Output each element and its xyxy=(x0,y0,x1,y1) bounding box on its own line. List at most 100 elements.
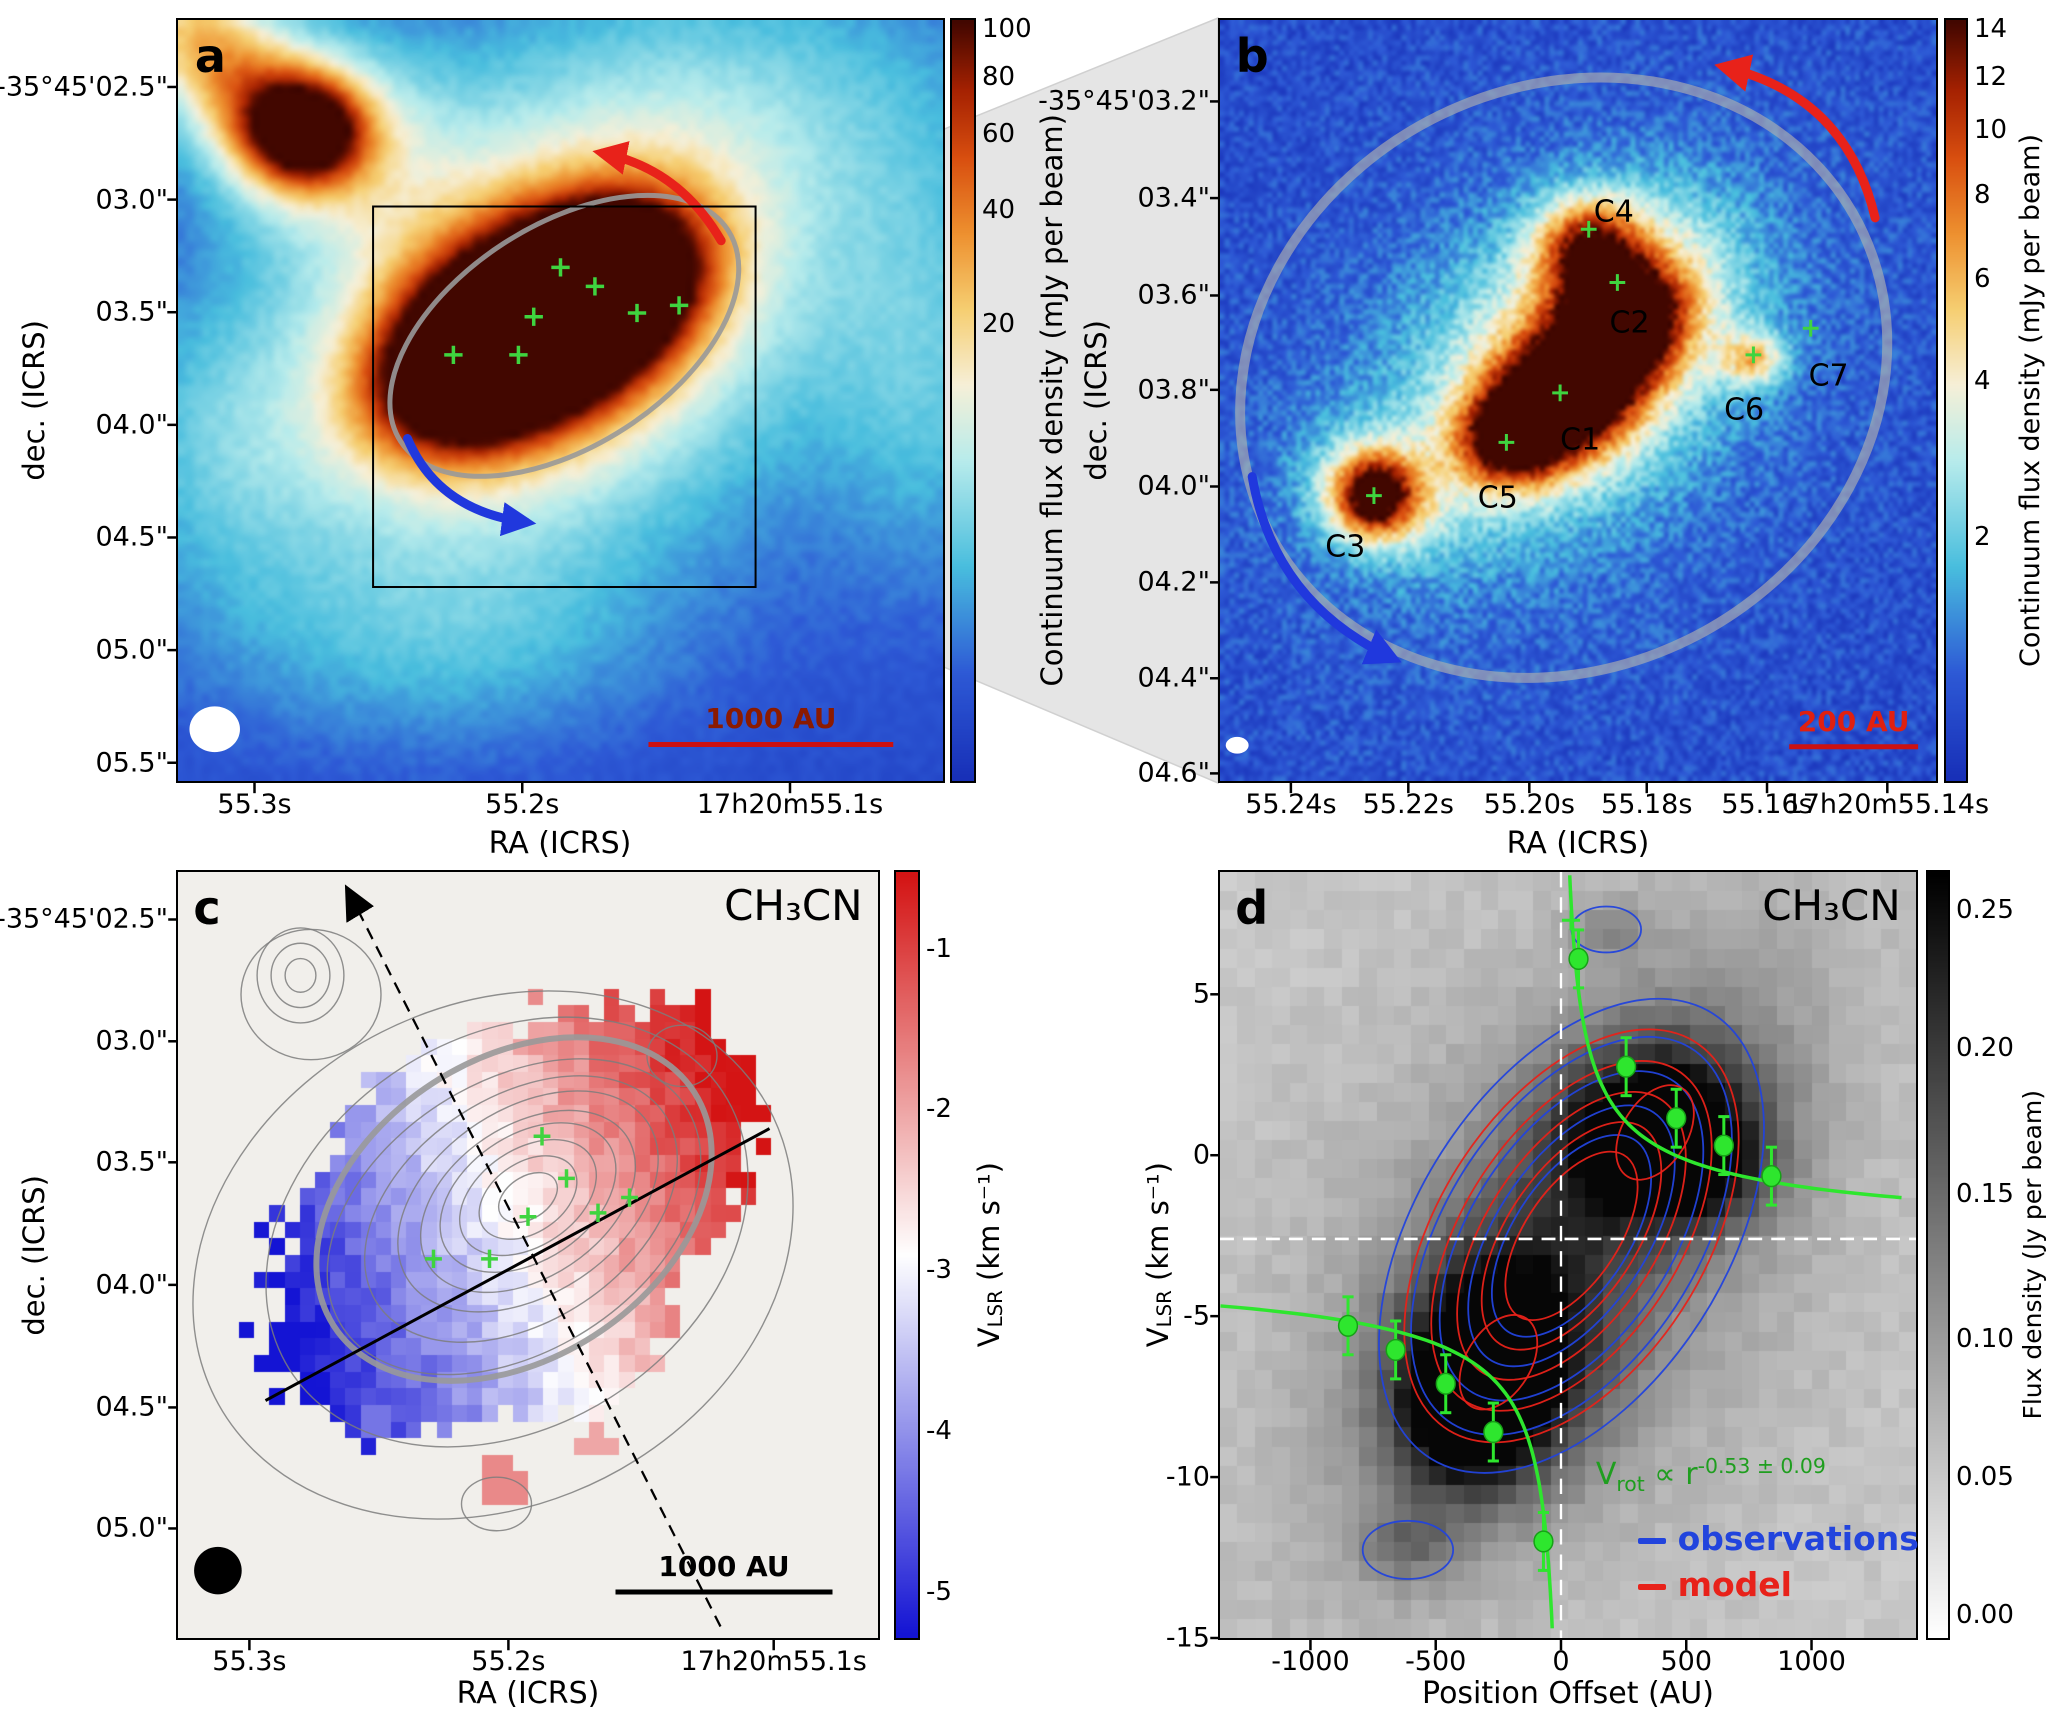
colorbar-d-gradient xyxy=(1928,872,1948,1638)
colorbar-b-gradient xyxy=(1946,20,1966,781)
x-tick-label: -1000 xyxy=(1271,1646,1350,1677)
x-tick-label: -500 xyxy=(1405,1646,1467,1677)
colorbar-d-title-box: Flux density (Jy per beam) xyxy=(2016,870,2048,1640)
colorbar-c-title: VLSR (km s⁻¹) xyxy=(971,1162,1007,1348)
legend-model: model xyxy=(1637,1565,1792,1604)
x-tick-label: 55.2s xyxy=(471,1646,546,1677)
y-tick-label: 03.4" xyxy=(1137,182,1210,214)
colorbar-tick-label: 0.15 xyxy=(1956,1178,2014,1209)
panel-b-plot: b 55.24s 55.22s 55.20s 55.18s 55.16s 17h20m55… xyxy=(1218,18,1938,783)
y-tick-label: 05.5" xyxy=(95,747,168,779)
y-tick-label: -35°45'03.2" xyxy=(1038,85,1210,117)
core-label-C1: C1 xyxy=(1560,422,1601,458)
panel-d-ylabel-box: VLSR (km s⁻¹) xyxy=(1136,870,1180,1640)
y-tick-label: -35°45'02.5" xyxy=(0,903,168,935)
panel-b-ylabel: dec. (ICRS) xyxy=(1079,320,1113,481)
colorbar-tick-label: 8 xyxy=(1974,180,1991,211)
core-label-C4: C4 xyxy=(1593,194,1634,230)
x-tick-label: 55.18s xyxy=(1601,789,1693,820)
core-cross-markers xyxy=(1366,221,1819,504)
beam-ellipse xyxy=(189,706,240,753)
panel-a-overlay xyxy=(178,20,943,781)
rotation-data-point xyxy=(1617,1056,1636,1077)
x-tick-label: 500 xyxy=(1660,1646,1713,1677)
rotation-data-point xyxy=(1386,1340,1405,1361)
x-tick-label: 55.16s xyxy=(1721,789,1813,820)
colorbar-d: 0.25 0.20 0.15 0.10 0.05 0.00 xyxy=(1926,870,2014,1640)
colorbar-a-title: Continuum flux density (mJy per beam) xyxy=(1035,114,1069,687)
y-tick-label: -15 xyxy=(1165,1622,1210,1654)
core-cross-markers xyxy=(425,1127,638,1268)
colorbar-tick-label: 100 xyxy=(982,14,1032,45)
x-tick-label: 55.3s xyxy=(217,789,292,820)
panel-d-plot: d CH₃CN Vrot ∝ r-0.53 ± 0.09 observation… xyxy=(1218,870,1918,1640)
x-tick-label: 55.2s xyxy=(485,789,560,820)
y-tick-label: 03.5" xyxy=(95,296,168,328)
colorbar-c-gradient xyxy=(896,872,918,1638)
panel-d-letter: d xyxy=(1235,881,1269,936)
y-tick-label: 03.6" xyxy=(1137,279,1210,311)
y-tick-label: 03.5" xyxy=(95,1146,168,1178)
colorbar-tick-label: 0.20 xyxy=(1956,1033,2014,1064)
x-tick-label: 17h20m55.14s xyxy=(1785,789,1990,820)
panel-a-xlabel: RA (ICRS) xyxy=(488,826,632,861)
x-tick-label: 0 xyxy=(1552,1646,1570,1677)
rotation-law-annotation: Vrot ∝ r-0.53 ± 0.09 xyxy=(1595,1454,1826,1497)
y-tick-label: 05.0" xyxy=(95,1512,168,1544)
panel-d-molecule-title: CH₃CN xyxy=(1762,881,1901,931)
colorbar-tick-label: 14 xyxy=(1974,14,2008,45)
panel-a-ylabel: dec. (ICRS) xyxy=(17,320,51,481)
panel-b-overlay xyxy=(1220,20,1936,781)
panel-a-heatmap xyxy=(178,20,943,781)
x-tick-label: 17h20m55.1s xyxy=(696,789,884,820)
panel-c-xlabel: RA (ICRS) xyxy=(456,1676,600,1709)
scale-bar-label: 200 AU xyxy=(1797,704,1910,738)
rotation-data-point xyxy=(1762,1166,1781,1187)
y-tick-label: 05.0" xyxy=(95,634,168,666)
x-tick-label: 17h20m55.1s xyxy=(680,1646,867,1677)
colorbar-tick-label: 0.25 xyxy=(1956,895,2014,926)
core-label-C3: C3 xyxy=(1325,529,1366,565)
rotation-data-point xyxy=(1484,1422,1503,1443)
legend-model-swatch xyxy=(1637,1583,1666,1590)
colorbar-tick-label: 10 xyxy=(1974,115,2008,146)
panel-c-ylabel-box: dec. (ICRS) xyxy=(16,870,52,1640)
outflow-axis-dashed-arrow xyxy=(344,884,722,1628)
colorbar-a-gradient xyxy=(952,20,974,781)
legend-observations: observations xyxy=(1637,1519,1919,1558)
colorbar-b-title-box: Continuum flux density (mJy per beam) xyxy=(2012,18,2048,783)
colorbar-tick-label: 12 xyxy=(1974,62,2008,93)
colorbar-tick-label: 40 xyxy=(982,195,1016,226)
colorbar-tick-label: -5 xyxy=(926,1577,952,1608)
y-tick-label: 04.0" xyxy=(95,409,168,441)
x-tick-label: 55.20s xyxy=(1483,789,1575,820)
core-label-C7: C7 xyxy=(1808,358,1849,394)
panel-b-letter: b xyxy=(1235,29,1269,84)
panel-a-plot: a 55.3s 55.2s 17h20m55.1s -35°45'02.5" 03.0"… xyxy=(0,18,945,783)
panel-d-ylabel: VLSR (km s⁻¹) xyxy=(1140,1162,1176,1348)
panel-b-xlabel: RA (ICRS) xyxy=(1506,826,1650,861)
panel-b-heatmap xyxy=(1220,20,1936,781)
scale-bar-label: 1000 AU xyxy=(705,702,837,736)
colorbar-tick-label: -4 xyxy=(926,1416,952,1447)
colorbar-tick-label: 80 xyxy=(982,62,1016,93)
x-tick-label: 55.22s xyxy=(1362,789,1454,820)
panel-d-overlay xyxy=(1220,872,1916,1638)
x-tick-label: 1000 xyxy=(1777,1646,1846,1677)
y-tick-label: 04.2" xyxy=(1137,566,1210,598)
colorbar-tick-label: 0.10 xyxy=(1956,1324,2014,1355)
colorbar-tick-label: 60 xyxy=(982,119,1016,150)
panel-c-molecule-title: CH₃CN xyxy=(724,881,863,931)
y-tick-label: 04.5" xyxy=(95,521,168,553)
colorbar-tick-label: 0.00 xyxy=(1956,1600,2014,1631)
panel-b-ylabel-box: dec. (ICRS) xyxy=(1078,18,1114,783)
panel-c-ylabel: dec. (ICRS) xyxy=(17,1174,51,1336)
colorbar-tick-label: 6 xyxy=(1974,263,1991,294)
rotation-data-point xyxy=(1436,1373,1455,1394)
panel-d-pv-map xyxy=(1220,872,1916,1638)
y-tick-label: 04.0" xyxy=(95,1269,168,1301)
y-tick-label: 03.0" xyxy=(95,1025,168,1057)
y-tick-label: 0 xyxy=(1192,1139,1210,1171)
rotation-data-point xyxy=(1667,1108,1686,1129)
y-tick-label: 03.0" xyxy=(95,184,168,216)
